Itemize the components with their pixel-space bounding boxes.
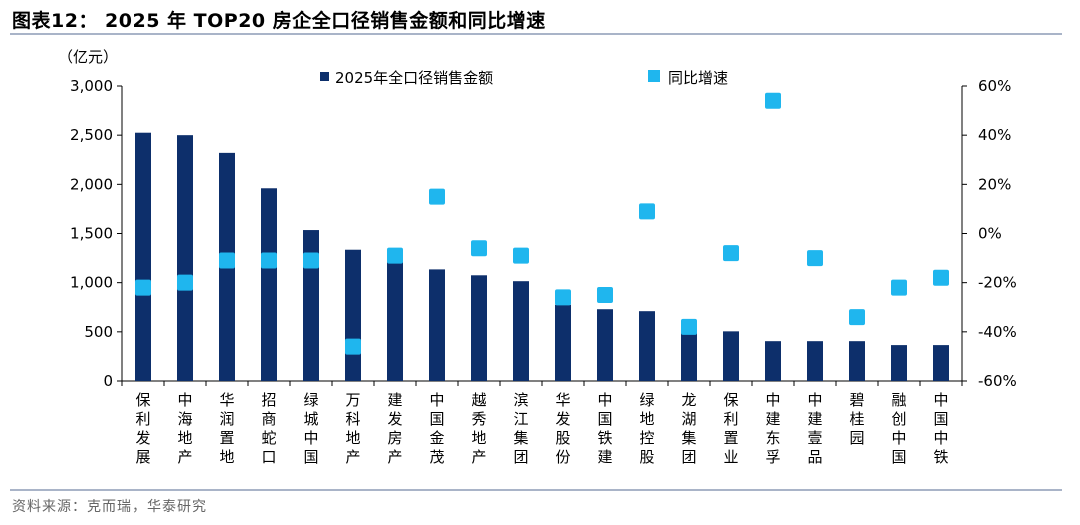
bar: [135, 132, 151, 381]
point: [345, 338, 361, 355]
point: [807, 250, 823, 267]
point: [639, 203, 655, 220]
right-tick-label: 0%: [978, 225, 1002, 243]
point: [555, 289, 571, 306]
footer-divider: [10, 489, 1062, 491]
source-note: 资料来源：克而瑞，华泰研究: [12, 499, 207, 515]
category-label: 招商蛇口: [261, 391, 276, 466]
bar: [849, 341, 865, 381]
right-tick-label: 20%: [978, 175, 1011, 193]
category-label: 华润置地: [219, 391, 234, 466]
left-tick-label: 1,500: [70, 225, 113, 243]
left-tick-label: 1,000: [70, 274, 113, 292]
right-tick-label: -60%: [978, 372, 1017, 390]
bar: [513, 281, 529, 381]
scatter-series: [135, 92, 949, 355]
category-labels: 保利发展 中海地产 华润置地 招商蛇口 绿城中国 万科地产 建发房产 中国金茂 越秀地产 滨江集团…: [135, 391, 948, 466]
legend-point-label: 同比增速: [668, 69, 728, 87]
category-label: 越秀地产: [471, 391, 486, 466]
bar: [639, 311, 655, 381]
bar: [723, 331, 739, 381]
category-label: 绿城中国: [303, 391, 318, 466]
category-label: 滨江集团: [513, 391, 528, 466]
legend-bar-swatch: [320, 72, 329, 81]
bar: [807, 341, 823, 381]
left-tick-label: 2,500: [70, 126, 113, 144]
bar: [891, 345, 907, 381]
category-label: 中建壹品: [807, 391, 822, 466]
category-label: 保利置业: [723, 391, 738, 466]
point: [387, 247, 403, 264]
category-label: 万科地产: [345, 391, 360, 466]
point: [765, 92, 781, 109]
axes: 0 500 1,000 1,500 2,000 2,500 3,000 -60% -40% -20…: [70, 77, 1017, 390]
bar: [555, 304, 571, 381]
bar: [681, 331, 697, 381]
left-axis-unit-label: （亿元）: [58, 48, 118, 66]
point: [261, 252, 277, 269]
bar: [261, 188, 277, 381]
point: [303, 252, 319, 269]
point: [891, 279, 907, 296]
point: [849, 309, 865, 326]
right-tick-label: 60%: [978, 77, 1011, 95]
bar: [933, 345, 949, 381]
legend-point-swatch: [648, 70, 660, 82]
bar: [471, 275, 487, 381]
category-label: 建发房产: [387, 391, 402, 466]
bar: [345, 249, 361, 381]
category-label: 绿地控股: [639, 391, 654, 466]
left-tick-label: 2,000: [70, 175, 113, 193]
category-label: 中建东孚: [765, 391, 780, 466]
category-label: 融创中国: [891, 391, 906, 466]
bar: [177, 135, 193, 381]
figure-title: 图表12： 2025 年 TOP20 房企全口径销售金额和同比增速: [12, 10, 546, 32]
point: [513, 247, 529, 264]
right-tick-label: -40%: [978, 323, 1017, 341]
point: [429, 188, 445, 205]
left-tick-label: 500: [84, 323, 113, 341]
point: [471, 240, 487, 257]
category-label: 中国中铁: [933, 391, 948, 466]
bar: [765, 341, 781, 381]
category-label: 保利发展: [135, 391, 150, 466]
category-label: 龙湖集团: [681, 391, 696, 466]
point: [135, 279, 151, 296]
legend-bar-label: 2025年全口径销售金额: [335, 69, 493, 87]
point: [933, 269, 949, 286]
category-label: 中国铁建: [597, 391, 612, 466]
title-divider: [10, 33, 1062, 35]
category-label: 碧桂园: [849, 391, 864, 447]
bar: [597, 309, 613, 381]
category-label: 华发股份: [555, 391, 570, 466]
point: [597, 286, 613, 303]
bar: [429, 269, 445, 381]
left-tick-label: 0: [103, 372, 113, 390]
bar-series: [135, 132, 949, 381]
point: [219, 252, 235, 269]
legend: 2025年全口径销售金额 同比增速: [320, 69, 728, 87]
point: [681, 318, 697, 335]
left-tick-label: 3,000: [70, 77, 113, 95]
right-tick-label: -20%: [978, 274, 1017, 292]
right-tick-label: 40%: [978, 126, 1011, 144]
point: [177, 274, 193, 291]
category-label: 中国金茂: [429, 391, 444, 466]
point: [723, 245, 739, 262]
bar: [387, 259, 403, 381]
category-label: 中海地产: [177, 391, 192, 466]
